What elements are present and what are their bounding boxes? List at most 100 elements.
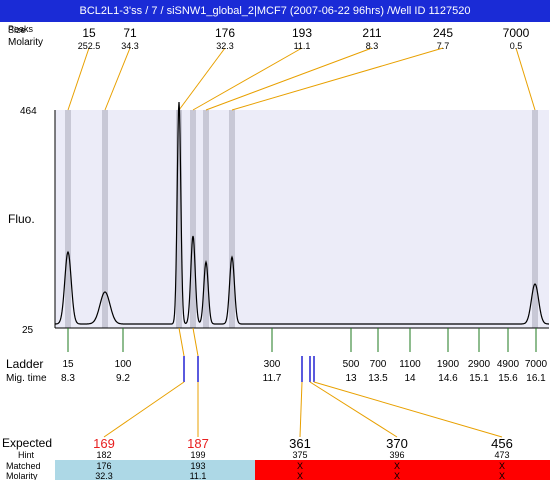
molarity-row-label: Molarity (8, 37, 43, 48)
ladder-time-label: 15.1 (469, 373, 489, 384)
ladder-time-label: 13 (345, 373, 357, 384)
expected-size: 456 (491, 436, 513, 451)
matched-molarity: X (297, 471, 303, 480)
ladder-ticks (67, 328, 537, 352)
hint-size: 199 (190, 450, 205, 460)
peak-connector (67, 47, 90, 111)
expected-connector (103, 381, 185, 438)
ladder-size-label: 300 (264, 359, 281, 370)
expected-connector (313, 381, 503, 438)
matched-row-label: Matched (6, 461, 41, 471)
peak-connector (178, 47, 226, 111)
matched-size: X (394, 461, 400, 471)
matched-size: X (297, 461, 303, 471)
ladder-size-label: 1100 (399, 359, 421, 370)
y-min-label: 25 (22, 325, 34, 336)
peak-band (102, 110, 108, 328)
ladder-time-label: 8.3 (61, 373, 75, 384)
hint-row-label: Hint (18, 450, 35, 460)
ladder-size-label: 15 (62, 359, 74, 370)
peak-molarity-label: 8.3 (366, 41, 379, 51)
size-row-label: Size (8, 25, 26, 35)
ladder-time-label: 14.6 (438, 373, 458, 384)
matched-molarity: 11.1 (190, 471, 207, 480)
y-axis-label: Fluo. (8, 212, 35, 226)
matched-table-background (55, 460, 550, 480)
ladder-time-label: 16.1 (526, 373, 546, 384)
expected-ticks (183, 356, 315, 382)
match-connector (178, 327, 185, 357)
peak-molarity-label: 34.3 (121, 41, 139, 51)
expected-connector (299, 381, 303, 438)
y-max-label: 464 (20, 106, 37, 117)
matched-molarity: X (394, 471, 400, 480)
peak-connector (104, 47, 131, 111)
peak-connector (515, 47, 536, 111)
ladder-time-label: 15.6 (498, 373, 518, 384)
peak-size-label: 211 (362, 26, 381, 40)
matched-molarity: 32.3 (95, 471, 113, 480)
peak-molarity-label: 0.5 (510, 41, 523, 51)
expected-table: 16918217632.318719919311.1361375XX370396… (93, 436, 513, 480)
ladder-size-label: 7000 (525, 359, 548, 370)
peak-size-label: 15 (82, 26, 96, 40)
peak-molarity-label: 32.3 (216, 41, 234, 51)
ladder-row-label: Ladder (6, 357, 43, 371)
matched-band (55, 460, 255, 480)
peak-size-label: 71 (123, 26, 137, 40)
peak-size-label: 193 (292, 26, 312, 40)
mig-time-row-label: Mig. time (6, 373, 47, 384)
matched-size: 193 (190, 461, 205, 471)
hint-size: 375 (292, 450, 307, 460)
matched-molarity: X (499, 471, 505, 480)
window-title: BCL2L1-3'ss / 7 / siSNW1_global_2|MCF7 (… (0, 0, 550, 22)
peak-size-label: 7000 (503, 26, 530, 40)
peak-connector (231, 47, 444, 111)
peak-band (190, 110, 196, 328)
ladder-size-label: 2900 (468, 359, 491, 370)
ladder-time-label: 14 (404, 373, 416, 384)
peak-connector (192, 47, 303, 111)
ladder-labels: 15 8.3 100 9.2 300 11.7 500 13 700 13.5 1100 14 1900… (61, 359, 548, 384)
expected-size: 361 (289, 436, 311, 451)
ladder-size-label: 1900 (437, 359, 460, 370)
ladder-size-label: 100 (115, 359, 132, 370)
plot-area (55, 110, 549, 328)
expected-size: 187 (187, 436, 209, 451)
match-connector (192, 327, 199, 357)
expected-size: 169 (93, 436, 115, 451)
ladder-time-label: 9.2 (116, 373, 130, 384)
expected-connector (309, 381, 398, 438)
ladder-time-label: 11.7 (263, 373, 282, 384)
peak-connector (205, 47, 373, 111)
peak-band (229, 110, 235, 328)
ladder-size-label: 700 (370, 359, 387, 370)
ladder-time-label: 13.5 (368, 373, 388, 384)
peak-molarity-label: 7.7 (437, 41, 450, 51)
peak-band (65, 110, 71, 328)
peak-bands (65, 110, 538, 328)
bottom-molarity-row-label: Molarity (6, 471, 38, 480)
hint-size: 396 (389, 450, 404, 460)
ladder-size-label: 500 (343, 359, 360, 370)
expected-connectors (103, 327, 503, 438)
peaks-row-label: Peaks (8, 24, 34, 34)
matched-size: X (499, 461, 505, 471)
peak-size-label: 245 (433, 26, 453, 40)
hint-size: 182 (96, 450, 111, 460)
matched-size: 176 (96, 461, 111, 471)
fluorescence-trace (55, 101, 549, 325)
peak-molarity-label: 11.1 (294, 41, 311, 51)
peak-band (176, 110, 182, 328)
peak-molarity-label: 252.5 (78, 41, 101, 51)
expected-size: 370 (386, 436, 408, 451)
peak-band (203, 110, 209, 328)
hint-size: 473 (494, 450, 509, 460)
peak-connectors (67, 47, 536, 111)
ladder-size-label: 4900 (497, 359, 520, 370)
peak-size-label: 176 (215, 26, 235, 40)
expected-row-label: Expected (2, 436, 52, 450)
peak-band (532, 110, 538, 328)
